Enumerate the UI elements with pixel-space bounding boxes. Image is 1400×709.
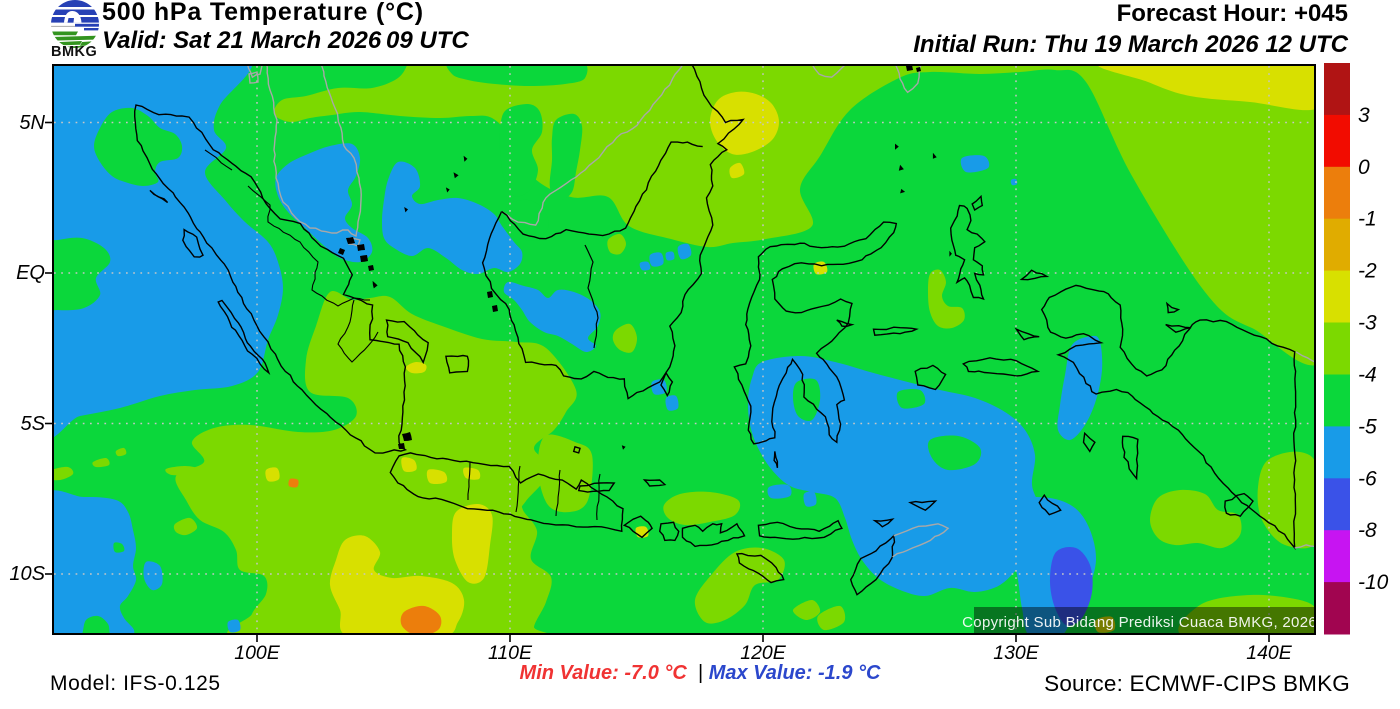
svg-text:-2: -2 xyxy=(1358,260,1377,283)
svg-text:-3: -3 xyxy=(1358,312,1377,335)
svg-text:3: 3 xyxy=(1358,104,1370,127)
svg-text:-1: -1 xyxy=(1358,208,1377,231)
svg-text:-6: -6 xyxy=(1358,467,1377,490)
svg-text:Copyright Sub Bidang Prediksi: Copyright Sub Bidang Prediksi Cuaca BMKG… xyxy=(962,614,1317,631)
svg-text:-8: -8 xyxy=(1358,519,1377,542)
svg-text:0: 0 xyxy=(1358,156,1370,179)
svg-text:-4: -4 xyxy=(1358,364,1377,387)
svg-text:-5: -5 xyxy=(1358,415,1377,438)
svg-text:-10: -10 xyxy=(1358,571,1389,594)
